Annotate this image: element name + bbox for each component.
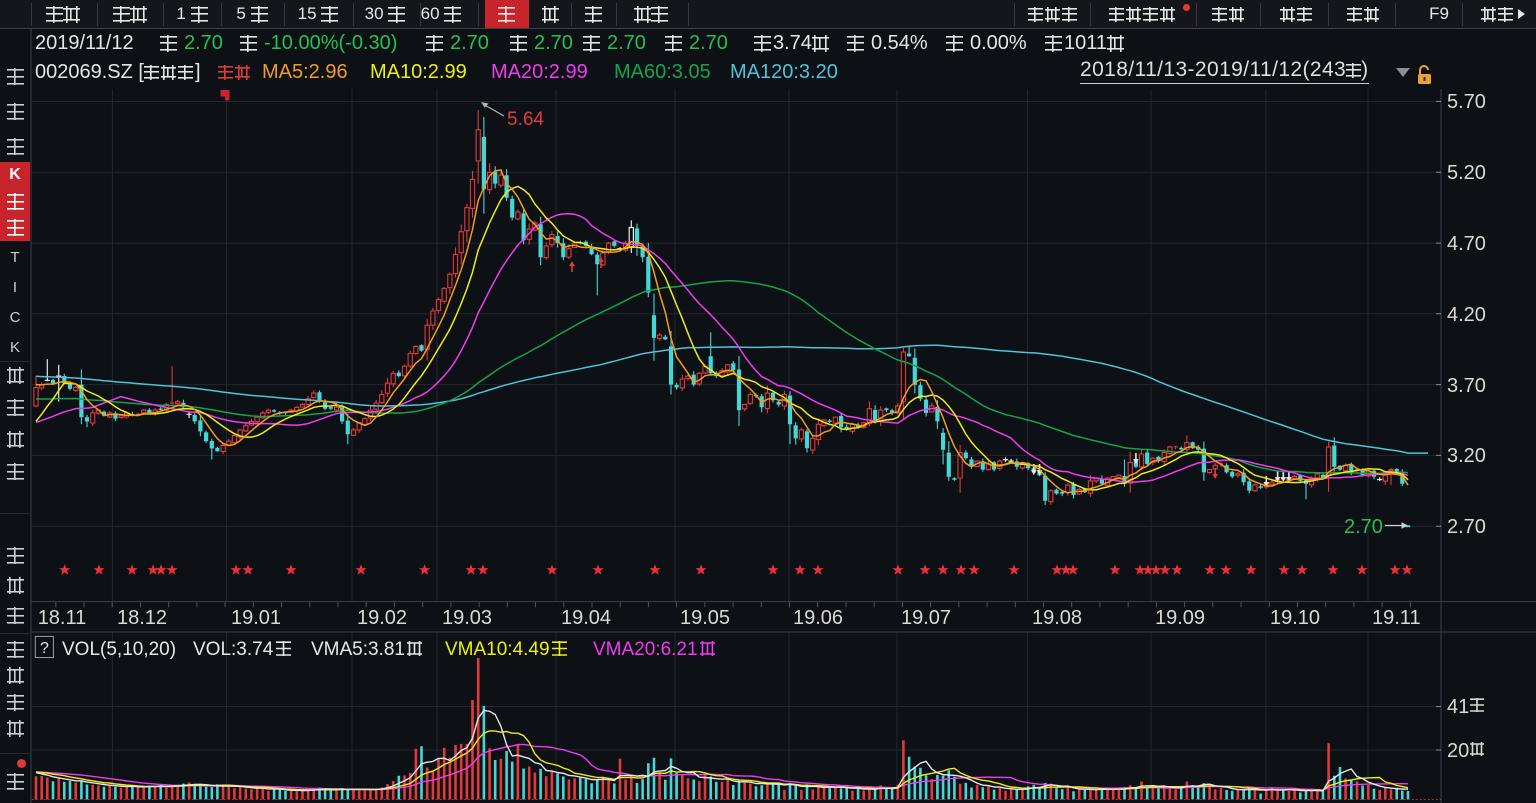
- svg-text:VOL:3.74: VOL:3.74: [193, 639, 274, 660]
- svg-text:2.70: 2.70: [1447, 516, 1486, 538]
- svg-text:19.02: 19.02: [357, 607, 407, 629]
- svg-text:3.70: 3.70: [1447, 375, 1486, 397]
- svg-text:18.11: 18.11: [38, 607, 87, 629]
- svg-text:4.70: 4.70: [1447, 233, 1486, 255]
- svg-text:VMA5:3.81: VMA5:3.81: [311, 639, 405, 660]
- svg-text:19.11: 19.11: [1372, 607, 1421, 629]
- svg-text:VOL(5,10,20): VOL(5,10,20): [62, 639, 176, 660]
- svg-text:19.07: 19.07: [901, 607, 951, 629]
- svg-text:5.70: 5.70: [1447, 91, 1486, 113]
- svg-text:20: 20: [1447, 740, 1469, 762]
- svg-text:18.12: 18.12: [117, 607, 167, 629]
- svg-text:19.03: 19.03: [442, 607, 492, 629]
- svg-text:4.20: 4.20: [1447, 304, 1486, 326]
- svg-text:VMA10:4.49: VMA10:4.49: [445, 639, 550, 660]
- svg-text:19.10: 19.10: [1270, 607, 1320, 629]
- svg-text:19.05: 19.05: [680, 607, 730, 629]
- svg-text:5.20: 5.20: [1447, 162, 1486, 184]
- svg-text:41: 41: [1447, 696, 1469, 718]
- svg-text:?: ?: [40, 640, 49, 657]
- svg-text:19.06: 19.06: [793, 607, 843, 629]
- svg-text:19.09: 19.09: [1155, 607, 1205, 629]
- svg-text:19.04: 19.04: [561, 607, 611, 629]
- svg-text:19.01: 19.01: [231, 607, 281, 629]
- svg-text:5.64: 5.64: [507, 109, 544, 130]
- svg-text:VMA20:6.21: VMA20:6.21: [593, 639, 698, 660]
- svg-text:3.20: 3.20: [1447, 445, 1486, 467]
- svg-text:2.70: 2.70: [1344, 516, 1383, 538]
- svg-text:19.08: 19.08: [1032, 607, 1082, 629]
